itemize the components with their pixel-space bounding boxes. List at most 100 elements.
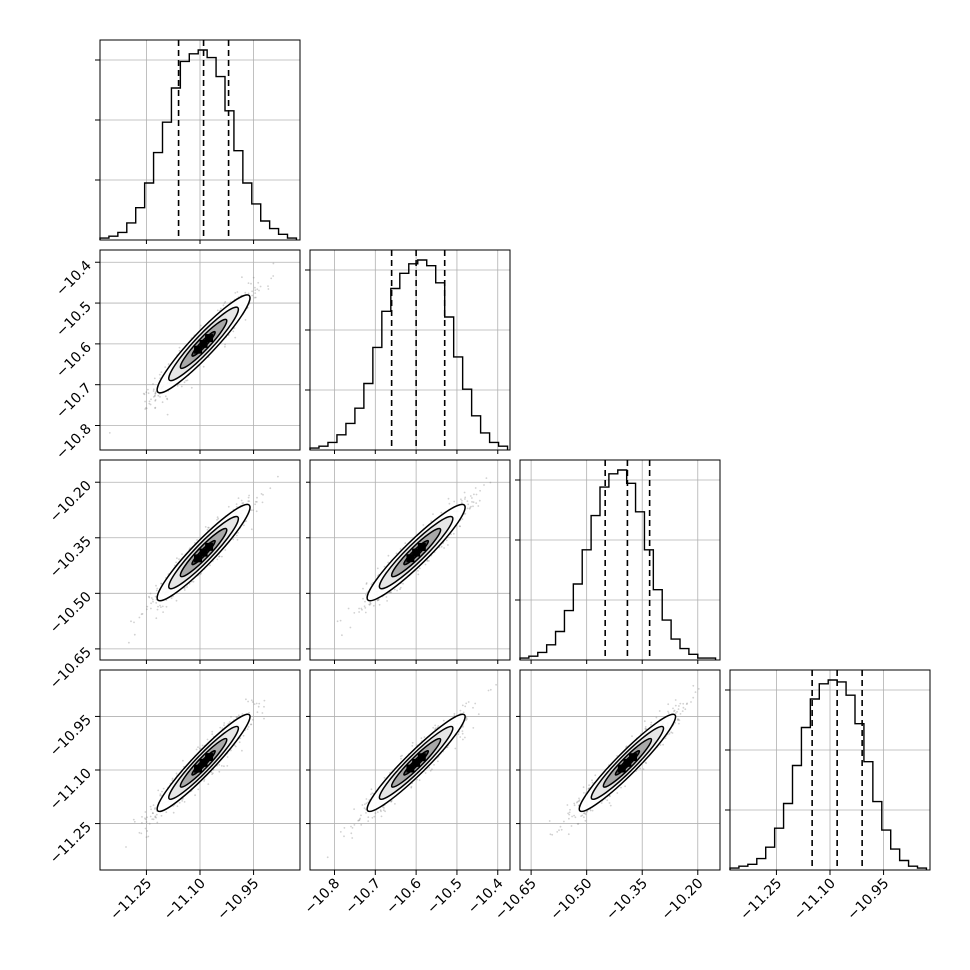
sample-point	[681, 710, 684, 712]
sample-point	[360, 824, 363, 826]
sample-point	[395, 552, 398, 555]
sample-point	[350, 825, 352, 828]
sample-point	[236, 291, 239, 293]
sample-point	[242, 502, 245, 504]
sample-point	[251, 294, 254, 297]
sample-point	[272, 275, 275, 277]
sample-point	[247, 726, 250, 728]
sample-point	[141, 816, 143, 818]
sample-point	[459, 736, 462, 738]
sample-point	[237, 714, 240, 717]
sample-point	[258, 289, 260, 292]
sample-point	[152, 812, 154, 815]
sample-point	[379, 809, 382, 812]
sample-point	[160, 814, 163, 817]
sample-point	[255, 702, 258, 705]
sample-point	[125, 846, 127, 848]
sample-point	[160, 582, 163, 585]
sample-point	[247, 292, 250, 295]
sample-point	[349, 626, 352, 629]
sample-point	[154, 816, 157, 818]
sample-point	[650, 721, 653, 724]
sample-point	[161, 790, 163, 793]
sample-point	[556, 831, 559, 833]
sample-point	[208, 526, 210, 529]
sample-point	[461, 499, 463, 502]
sample-point	[161, 605, 164, 608]
sample-point	[372, 604, 375, 607]
sample-point	[252, 509, 255, 511]
sample-point	[363, 605, 366, 608]
sample-point	[339, 619, 342, 622]
sample-point	[443, 547, 445, 549]
sample-point	[394, 803, 396, 805]
sample-point	[247, 500, 250, 502]
sample-point	[133, 621, 135, 624]
sample-point	[263, 699, 266, 702]
sample-point	[431, 768, 433, 771]
sample-point	[223, 765, 225, 768]
histogram-step	[729, 679, 928, 870]
hist-panel-0	[95, 39, 301, 241]
hist-panel-1	[305, 249, 511, 451]
sample-point	[160, 582, 163, 585]
sample-point	[149, 403, 152, 406]
sample-point	[267, 285, 269, 287]
sample-point	[376, 567, 379, 570]
sample-point	[250, 509, 253, 512]
sample-point	[376, 599, 379, 602]
sample-point	[156, 587, 159, 590]
sample-point	[399, 586, 402, 589]
sample-point	[374, 812, 377, 814]
sample-point	[230, 715, 232, 718]
sample-point	[133, 633, 136, 636]
sample-point	[442, 719, 445, 722]
sample-point	[237, 531, 239, 534]
sample-point	[358, 819, 360, 822]
sample-point	[371, 816, 374, 819]
sample-point	[250, 282, 252, 285]
sample-point	[369, 601, 372, 604]
sample-point	[171, 777, 174, 780]
sample-point	[365, 593, 367, 596]
sample-point	[257, 281, 260, 284]
sample-point	[469, 495, 472, 497]
sample-point	[257, 705, 260, 708]
sample-point	[186, 379, 189, 382]
sample-point	[154, 815, 157, 818]
sample-point	[326, 856, 329, 859]
sample-point	[142, 392, 145, 395]
sample-point	[368, 603, 371, 606]
sample-point	[479, 489, 481, 492]
sample-point	[465, 716, 468, 719]
density-peak-cell	[406, 764, 415, 773]
sample-point	[166, 397, 168, 400]
density-peak-cell	[412, 548, 421, 557]
sample-point	[445, 539, 448, 542]
density-peak-cell	[199, 758, 208, 767]
sample-point	[262, 493, 264, 496]
sample-point	[454, 747, 457, 750]
sample-point	[159, 794, 162, 797]
sample-point	[399, 755, 402, 758]
sample-point	[399, 548, 402, 550]
density-peak-cell	[199, 548, 208, 557]
sample-point	[181, 553, 183, 556]
sample-point	[167, 363, 170, 365]
sample-point	[474, 487, 477, 489]
sample-point	[178, 801, 181, 804]
sample-point	[464, 512, 467, 515]
sample-point	[155, 602, 158, 604]
sample-point	[587, 787, 590, 790]
sample-point	[153, 377, 156, 380]
sample-point	[600, 802, 603, 804]
sample-point	[495, 683, 497, 686]
sample-point	[157, 394, 160, 397]
sample-point	[235, 506, 238, 508]
sample-point	[149, 805, 152, 808]
sample-point	[236, 538, 239, 541]
sample-point	[248, 711, 251, 714]
sample-point	[175, 561, 178, 564]
sample-point	[417, 573, 420, 576]
sample-point	[606, 799, 609, 802]
